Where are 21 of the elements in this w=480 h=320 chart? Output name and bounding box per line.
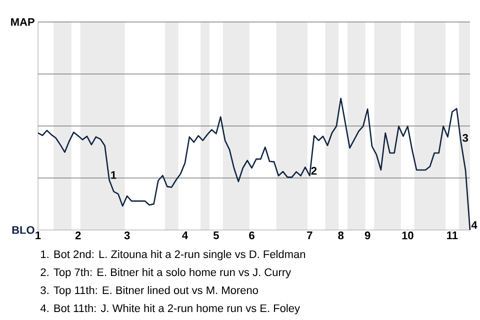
annotation: 1	[111, 171, 116, 179]
text: 2. Top 7th: E. Bitner hit a solo home run vs J. Curry	[40, 268, 292, 278]
x-tick-label: 9	[364, 232, 370, 240]
x-tick-label: 6	[249, 232, 254, 240]
x-tick-label: 11	[447, 232, 458, 240]
x-tick-label: 4	[182, 232, 188, 240]
text: BLO	[12, 226, 34, 234]
x-tick-label: 7	[307, 232, 312, 240]
x-tick-label: 1	[36, 232, 41, 240]
text: 4. Bot 11th: J. White hit a 2-run home run vs E. Foley	[40, 304, 300, 314]
annotation: 4	[471, 221, 478, 229]
x-tick-label: 5	[213, 232, 219, 240]
text: 1. Bot 2nd: L. Zitouna hit a 2-run single vs D. Feldman	[41, 250, 306, 260]
annotation: 2	[311, 166, 317, 175]
text: 3. Top 11th: E. Bitner lined out vs M. Moreno	[40, 286, 258, 296]
x-tick-label: 3	[124, 232, 130, 240]
x-tick-label: 10	[402, 232, 414, 240]
x-tick-label: 2	[75, 232, 81, 240]
x-tick-label: 8	[338, 232, 344, 240]
text: MAP	[11, 18, 34, 26]
annotation: 3	[462, 134, 468, 142]
